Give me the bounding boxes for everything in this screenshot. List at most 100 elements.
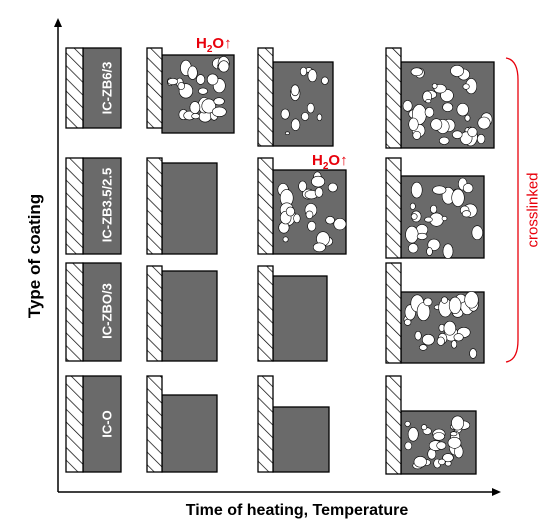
bubble bbox=[293, 213, 301, 224]
coating-cell bbox=[65, 262, 122, 362]
bubble bbox=[409, 202, 416, 210]
bubble bbox=[404, 420, 411, 427]
bubble bbox=[301, 112, 310, 121]
bubble bbox=[408, 243, 419, 254]
bubble bbox=[441, 216, 448, 222]
bubble bbox=[321, 76, 329, 85]
bubble bbox=[410, 213, 418, 220]
bubble bbox=[442, 102, 454, 112]
substrate-hatch bbox=[257, 265, 274, 362]
bubble bbox=[462, 183, 474, 193]
coating-layer bbox=[272, 275, 328, 362]
coating-cell bbox=[257, 47, 334, 147]
coating-layer bbox=[82, 262, 122, 362]
bubble bbox=[282, 236, 289, 243]
bubble bbox=[285, 206, 295, 217]
bubble bbox=[423, 297, 433, 307]
row-label-ic-zb6-3: IC-ZB6/3 bbox=[100, 62, 115, 115]
bubble bbox=[411, 181, 423, 199]
coating-cell bbox=[257, 157, 347, 255]
coating-layer bbox=[161, 270, 218, 362]
bubble bbox=[311, 175, 325, 188]
bubble bbox=[410, 67, 423, 77]
bubble bbox=[469, 348, 477, 359]
coating-cell bbox=[65, 47, 122, 129]
bubble bbox=[464, 114, 471, 122]
substrate-hatch bbox=[257, 157, 274, 255]
bubble bbox=[439, 136, 450, 145]
bubble bbox=[405, 225, 419, 244]
bubble bbox=[333, 218, 347, 231]
bubble bbox=[413, 456, 427, 468]
bubble bbox=[305, 210, 314, 220]
bubble bbox=[280, 108, 290, 120]
bubble bbox=[442, 243, 454, 259]
substrate-hatch bbox=[146, 157, 163, 255]
coating-layer bbox=[82, 375, 122, 473]
bubble bbox=[452, 130, 463, 139]
bubble bbox=[450, 431, 458, 437]
substrate-hatch bbox=[65, 262, 84, 362]
bubble bbox=[441, 296, 448, 304]
coating-cell bbox=[146, 157, 218, 255]
bubble bbox=[424, 216, 433, 223]
bubble bbox=[425, 98, 432, 104]
bubble bbox=[451, 340, 458, 349]
bubble bbox=[206, 73, 219, 86]
coating-cell bbox=[257, 375, 330, 473]
bubble bbox=[191, 113, 200, 120]
bubble bbox=[213, 97, 225, 106]
bubble bbox=[471, 225, 483, 240]
bubble bbox=[426, 247, 433, 256]
coating-layer bbox=[161, 162, 218, 255]
bubble bbox=[448, 296, 462, 315]
bubble bbox=[419, 344, 428, 351]
row-label-ic-zb3-5-2-5: IC-ZB3.5/2.5 bbox=[100, 168, 115, 242]
bubble bbox=[431, 83, 438, 89]
bubble bbox=[421, 334, 435, 346]
substrate-hatch bbox=[257, 47, 274, 147]
bubble bbox=[421, 424, 428, 431]
coating-cell bbox=[146, 375, 218, 473]
bubble bbox=[189, 101, 201, 114]
bubble bbox=[450, 65, 464, 77]
bubble bbox=[177, 82, 186, 90]
bubble bbox=[290, 84, 300, 97]
bubble bbox=[325, 216, 335, 225]
bubble bbox=[408, 117, 419, 131]
bubble bbox=[218, 60, 230, 73]
substrate-hatch bbox=[65, 375, 84, 473]
bubble bbox=[407, 427, 419, 442]
bubble bbox=[412, 130, 422, 140]
coating-cell bbox=[65, 157, 122, 255]
substrate-hatch bbox=[65, 157, 84, 255]
bubble bbox=[432, 185, 447, 195]
row-label-ic-zbo-3: IC-ZBO/3 bbox=[100, 283, 115, 339]
substrate-hatch bbox=[65, 47, 84, 129]
coating-cell bbox=[257, 265, 328, 362]
crosslinked-label: crosslinked bbox=[525, 172, 542, 247]
bubble bbox=[464, 291, 479, 309]
bubble bbox=[456, 102, 469, 117]
bubble bbox=[307, 69, 318, 83]
bubble bbox=[430, 118, 443, 131]
bubble bbox=[327, 182, 338, 193]
bubble bbox=[414, 331, 422, 341]
bubble bbox=[436, 441, 447, 450]
bubble bbox=[316, 113, 323, 122]
bubble bbox=[402, 100, 413, 112]
water-release-label-1: H2O↑ bbox=[196, 35, 232, 55]
bubble bbox=[306, 102, 315, 114]
bubble bbox=[314, 187, 324, 198]
bubble bbox=[404, 441, 413, 451]
bubble bbox=[298, 180, 307, 192]
bubble bbox=[451, 188, 465, 207]
bubble bbox=[167, 78, 179, 86]
bubble bbox=[447, 436, 462, 449]
bubble bbox=[436, 336, 445, 346]
bubble bbox=[430, 204, 438, 214]
bubble bbox=[461, 210, 472, 218]
row-label-ic-o: IC-O bbox=[100, 410, 115, 437]
